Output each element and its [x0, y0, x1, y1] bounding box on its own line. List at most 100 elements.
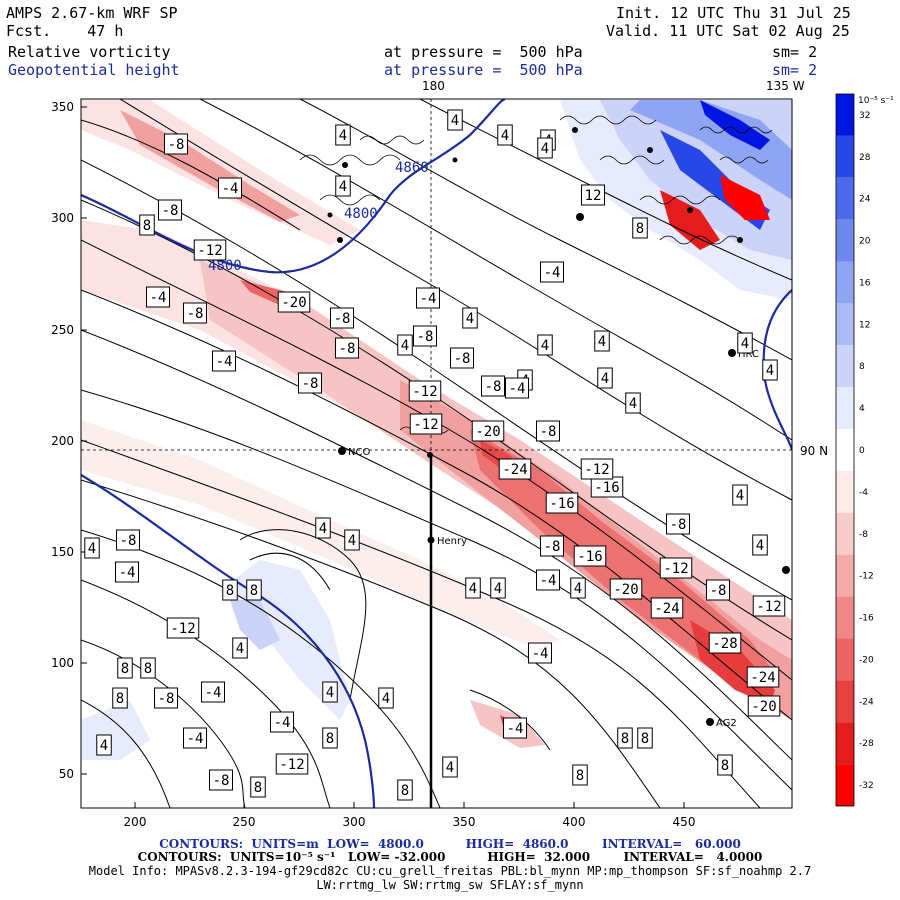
smooth1-label: sm= 2: [772, 43, 818, 61]
contour-label: 4: [335, 175, 351, 197]
contour-label: -12: [166, 617, 200, 639]
contour-label: 4: [315, 517, 331, 539]
svg-text:-28: -28: [712, 636, 737, 652]
svg-text:-20: -20: [475, 424, 500, 440]
svg-text:8: 8: [144, 661, 152, 677]
svg-text:4: 4: [494, 581, 502, 597]
contour-label: -8: [183, 302, 207, 324]
svg-text:-16: -16: [549, 496, 574, 512]
x-tick-label: 400: [563, 815, 586, 829]
contour-label: 4: [465, 577, 481, 599]
svg-text:-4: -4: [274, 715, 291, 731]
svg-text:4: 4: [756, 538, 764, 554]
contour-label: -8: [330, 307, 354, 329]
contour-label: -20: [277, 291, 311, 313]
svg-text:4: 4: [766, 363, 774, 379]
svg-text:8: 8: [401, 783, 409, 799]
contour-label: 4: [322, 681, 338, 703]
contour-label: 8: [572, 764, 588, 786]
colorbar-label: -32: [859, 781, 874, 791]
svg-text:8: 8: [116, 691, 124, 707]
colorbar-label: -12: [859, 572, 874, 582]
contour-label: 4: [594, 330, 610, 352]
colorbar-swatch: [836, 764, 854, 806]
svg-text:-12: -12: [756, 599, 781, 615]
colorbar-label: 32: [859, 111, 870, 121]
station-label: Henry: [437, 536, 467, 547]
contour-label: -8: [706, 579, 730, 601]
colorbar-label: 16: [859, 278, 871, 288]
svg-text:-8: -8: [162, 203, 179, 219]
height-label: 4800: [208, 258, 242, 274]
contour-value-labels: 4444444444444444444444444444888888888888…: [84, 109, 786, 801]
svg-text:4: 4: [736, 488, 744, 504]
station-dot: [427, 452, 433, 458]
x-tick-label: 450: [673, 815, 696, 829]
svg-text:-8: -8: [334, 311, 351, 327]
contour-label: 4: [570, 577, 586, 599]
contour-label: -28: [708, 632, 742, 654]
footer-model-info-2: LW:rrtmg_lw SW:rrtmg_sw SFLAY:sf_mynn: [316, 878, 584, 892]
contour-label: 4: [232, 637, 248, 659]
svg-text:-8: -8: [213, 773, 230, 789]
station-label: AG2: [716, 718, 737, 729]
contour-label: 12: [581, 184, 605, 206]
svg-text:-4: -4: [540, 573, 557, 589]
contour-label: -4: [201, 681, 225, 703]
svg-text:-8: -8: [540, 424, 557, 440]
contour-label: -8: [164, 133, 188, 155]
pressure2-label: at pressure = 500 hPa: [384, 61, 583, 79]
contour-label: 4: [737, 332, 753, 354]
svg-text:4: 4: [339, 128, 347, 144]
init-time: Init. 12 UTC Thu 31 Jul 25: [616, 4, 851, 22]
svg-text:-4: -4: [222, 181, 239, 197]
height-label: 4860: [395, 160, 429, 176]
contour-label: -8: [335, 337, 359, 359]
contour-label: -8: [298, 372, 322, 394]
contour-label: 4: [397, 334, 413, 356]
colorbar-swatch: [836, 722, 854, 765]
field2-label: Geopotential height: [8, 61, 180, 79]
contour-label: -4: [183, 727, 207, 749]
colorbar-swatch: [836, 470, 854, 513]
svg-text:-4: -4: [150, 290, 167, 306]
svg-text:8: 8: [250, 583, 258, 599]
field1-label: Relative vorticity: [8, 43, 171, 61]
svg-text:8: 8: [121, 661, 129, 677]
contour-label: -16: [590, 476, 624, 498]
svg-text:-12: -12: [663, 561, 688, 577]
footer-vorticity-contours: CONTOURS: UNITS=10⁻⁵ s⁻¹ LOW= -32.000 HI…: [137, 850, 763, 864]
contour-label: -8: [450, 347, 474, 369]
station-dot: [706, 718, 714, 726]
svg-text:-8: -8: [710, 583, 727, 599]
lon-180-label: 180: [422, 79, 445, 93]
contour-label: 4: [442, 756, 458, 778]
contour-label: 4: [625, 392, 641, 414]
svg-text:4: 4: [100, 738, 108, 754]
svg-text:4: 4: [236, 641, 244, 657]
svg-text:8: 8: [621, 731, 629, 747]
colorbar-label: 28: [859, 153, 871, 163]
y-tick-label: 250: [51, 323, 74, 337]
svg-text:4: 4: [598, 334, 606, 350]
contour-label: 8: [117, 657, 133, 679]
contour-label: 8: [717, 754, 733, 776]
svg-text:4: 4: [469, 581, 477, 597]
svg-text:-8: -8: [339, 341, 356, 357]
contour-label: 8: [250, 776, 266, 798]
y-tick-label: 50: [59, 767, 74, 781]
svg-text:-8: -8: [454, 351, 471, 367]
svg-text:4: 4: [541, 141, 549, 157]
contour-label: -4: [115, 561, 139, 583]
contour-label: -20: [609, 578, 643, 600]
colorbar-unit: 10⁻⁵ s⁻¹: [858, 96, 894, 106]
station-dot: [427, 536, 435, 544]
svg-text:12: 12: [585, 188, 602, 204]
colorbar-swatch: [836, 135, 854, 178]
colorbar-swatch: [836, 94, 854, 136]
y-tick-label: 150: [51, 545, 74, 559]
contour-label: 4: [462, 307, 478, 329]
svg-text:-4: -4: [205, 685, 222, 701]
contour-label: -4: [505, 377, 529, 399]
contour-label: -8: [413, 325, 437, 347]
